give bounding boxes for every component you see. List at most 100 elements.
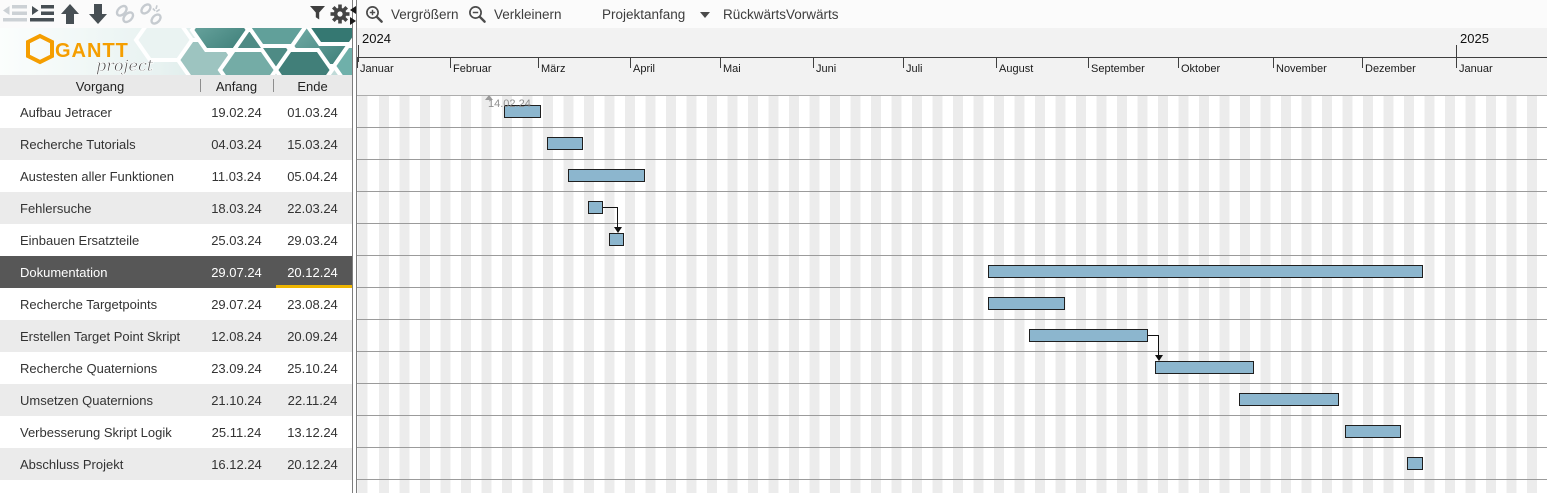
column-header-ende[interactable]: Ende (297, 79, 328, 94)
scroll-forward-button[interactable]: Vorwärts (786, 0, 839, 28)
timeline-month-tick (996, 57, 997, 68)
unlink-tasks-icon[interactable] (139, 3, 163, 25)
timeline-month-label: November (1276, 63, 1327, 75)
column-separator[interactable] (273, 79, 274, 92)
arrow-up-glyph (61, 4, 79, 24)
gantt-task-bar[interactable] (504, 105, 541, 118)
dependency-arrow-icon (614, 227, 622, 233)
timeline-header (357, 28, 1547, 96)
gantt-task-bar[interactable] (568, 169, 645, 182)
broken-chain-glyph (140, 3, 162, 25)
task-start-cell: 25.11.24 (211, 425, 262, 440)
column-header-vorgang[interactable]: Vorgang (75, 79, 125, 94)
dependency-line-vertical (1158, 335, 1159, 355)
table-row[interactable]: Dokumentation 29.07.24 20.12.24 (0, 256, 352, 288)
logo-artwork: GANTT project (0, 2, 393, 92)
table-row[interactable]: Abschluss Projekt 16.12.24 20.12.24 (0, 448, 352, 480)
move-down-icon[interactable] (86, 3, 110, 25)
gantt-task-bar[interactable] (588, 201, 603, 214)
timeline-year-label: 2025 (1460, 31, 1489, 46)
unindent-glyph (3, 5, 27, 22)
chart-top-line (357, 95, 1547, 96)
timeline-month-tick (813, 57, 814, 68)
table-row[interactable]: Verbesserung Skript Logik 25.11.24 13.12.2… (0, 416, 352, 448)
task-start-cell: 23.09.24 (211, 361, 262, 376)
table-row[interactable]: Recherche Targetpoints 29.07.24 23.08.24 (0, 288, 352, 320)
selected-cell-underline (276, 285, 352, 288)
timeline-month-label: April (633, 63, 656, 75)
timeline-month-tick (1178, 57, 1179, 68)
task-start-cell: 29.07.24 (211, 297, 262, 312)
table-row[interactable]: Aufbau Jetracer 19.02.24 01.03.24 (0, 96, 352, 128)
task-name-cell: Recherche Targetpoints (20, 297, 158, 312)
timeline-year-tick (358, 45, 359, 62)
task-name-cell: Einbauen Ersatzteile (20, 233, 140, 248)
gantt-task-bar[interactable] (1345, 425, 1401, 438)
main-toolbar: Vergrößern Verkleinern Projektanfang Rüc… (0, 0, 1547, 28)
collapse-left-icon[interactable] (350, 6, 356, 14)
gantt-task-bar[interactable] (988, 297, 1065, 310)
timeline-month-label: Februar (453, 63, 492, 75)
unindent-icon[interactable] (3, 3, 27, 25)
timeline-month-label: September (1091, 63, 1145, 75)
timeline-month-label: Januar (360, 63, 394, 75)
table-row[interactable]: Einbauen Ersatzteile 25.03.24 29.03.24 (0, 224, 352, 256)
zoom-out-button[interactable]: Verkleinern (468, 0, 562, 28)
table-row[interactable]: Austesten aller Funktionen 11.03.24 05.04.… (0, 160, 352, 192)
gantt-task-bar[interactable] (547, 137, 583, 150)
scroll-to-caret[interactable] (700, 1, 710, 29)
dependency-line-horizontal (1148, 335, 1159, 336)
timeline-month-tick (1456, 57, 1457, 68)
move-up-icon[interactable] (58, 3, 82, 25)
task-start-cell: 12.08.24 (211, 329, 262, 344)
task-name-cell: Verbesserung Skript Logik (20, 425, 172, 440)
gantt-task-bar[interactable] (1155, 361, 1254, 374)
task-name-cell: Dokumentation (20, 265, 108, 280)
task-name-cell: Erstellen Target Point Skript (20, 329, 181, 344)
dependency-line-horizontal (603, 207, 618, 208)
magnifier-plus-icon (366, 5, 383, 23)
link-tasks-icon[interactable] (113, 3, 137, 25)
timeline-month-label: Oktober (1181, 63, 1221, 75)
task-end-cell: 13.12.24 (287, 425, 338, 440)
table-row[interactable]: Erstellen Target Point Skript 12.08.24 20.… (0, 320, 352, 352)
timeline-month-tick (1273, 57, 1274, 68)
gantt-task-bar[interactable] (1029, 329, 1148, 342)
expand-right-icon[interactable] (350, 17, 356, 25)
timeline-month-tick (1362, 57, 1363, 68)
task-table-header: Vorgang Anfang Ende (0, 75, 352, 96)
task-end-cell: 29.03.24 (287, 233, 338, 248)
scroll-to-dropdown[interactable]: Projektanfang (602, 0, 685, 28)
dependency-arrow-icon (1155, 355, 1163, 361)
scroll-back-button[interactable]: Rückwärts (723, 0, 786, 28)
gantt-task-bar[interactable] (1407, 457, 1423, 470)
table-row[interactable]: Fehlersuche 18.03.24 22.03.24 (0, 192, 352, 224)
timeline-month-tick (720, 57, 721, 68)
task-start-cell: 11.03.24 (211, 169, 262, 184)
indent-glyph (30, 5, 54, 22)
timeline-month-label: Juli (906, 63, 923, 75)
indent-icon[interactable] (30, 3, 54, 25)
gantt-task-bar[interactable] (609, 233, 624, 246)
ganttproject-logo: GANTT project (0, 2, 393, 92)
task-end-cell: 23.08.24 (287, 297, 338, 312)
chain-glyph (115, 4, 135, 24)
arrow-down-glyph (89, 4, 107, 24)
panel-splitter[interactable] (350, 0, 357, 493)
column-header-anfang[interactable]: Anfang (215, 79, 258, 94)
settings-gear-icon[interactable] (329, 3, 353, 25)
task-end-cell: 20.12.24 (287, 265, 338, 280)
table-row[interactable]: Recherche Quaternions 23.09.24 25.10.24 (0, 352, 352, 384)
task-name-cell: Recherche Tutorials (20, 137, 136, 152)
magnifier-minus-icon (469, 5, 486, 23)
gantt-task-bar[interactable] (988, 265, 1423, 278)
gantt-task-bar[interactable] (1239, 393, 1339, 406)
table-row[interactable]: Recherche Tutorials 04.03.24 15.03.24 (0, 128, 352, 160)
table-row[interactable]: Umsetzen Quaternions 21.10.24 22.11.24 (0, 384, 352, 416)
zoom-in-button[interactable]: Vergrößern (365, 0, 459, 28)
logo-sub-text: project (96, 56, 154, 75)
task-start-cell: 19.02.24 (211, 105, 262, 120)
filter-icon[interactable] (310, 6, 334, 28)
column-separator[interactable] (200, 79, 201, 92)
